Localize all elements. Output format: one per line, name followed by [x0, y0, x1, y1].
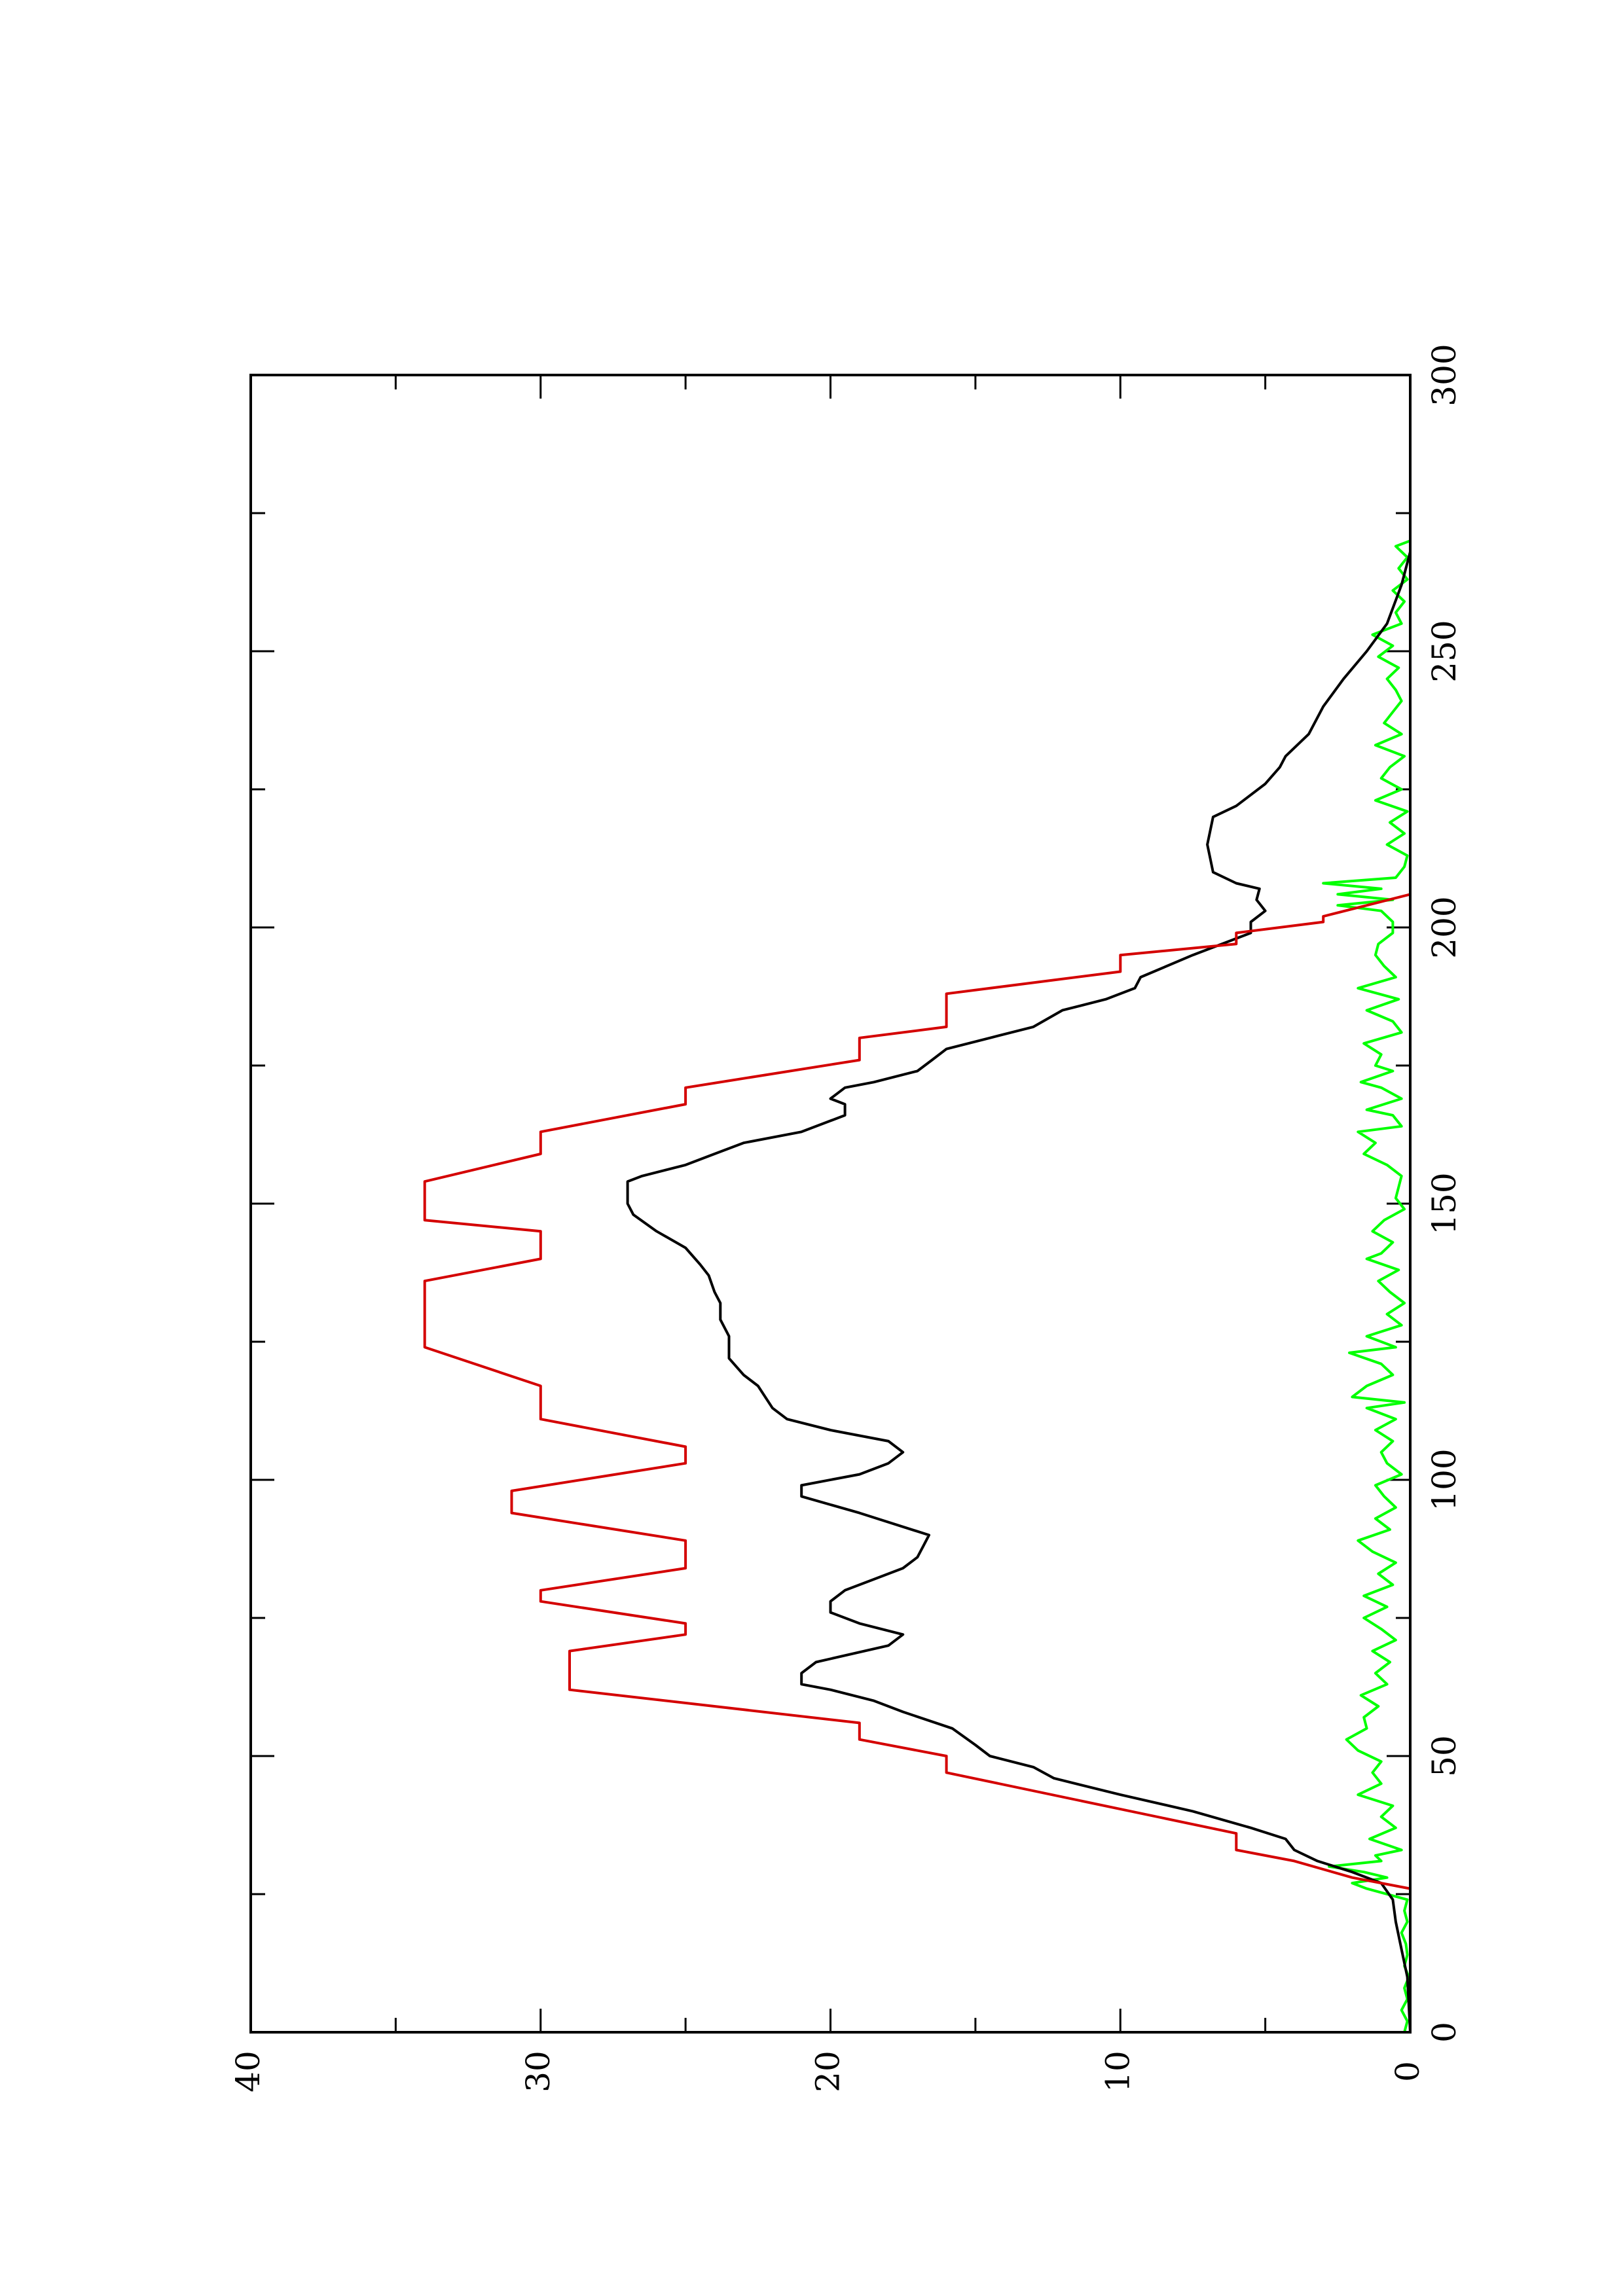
series-line-red: [423, 893, 1412, 1890]
x-tick-label: 0: [1425, 2022, 1463, 2043]
y-tick-label: 0: [1389, 2061, 1427, 2082]
series-layer: [423, 539, 1412, 2034]
x-tick-label: 150: [1425, 1172, 1463, 1234]
y-tick-label: 40: [229, 2051, 267, 2092]
labels-layer: 0 50 100 150 200 250 300 0 10 20 30 40: [229, 344, 1463, 2092]
x-tick-label: 100: [1425, 1448, 1463, 1511]
x-tick-label: 200: [1425, 896, 1463, 958]
x-tick-label: 300: [1425, 344, 1463, 406]
y-tick-label: 10: [1099, 2051, 1137, 2092]
plot-frame: [249, 374, 1412, 2034]
y-tick-label: 30: [519, 2051, 557, 2092]
series-line-green: [1322, 539, 1412, 2034]
x-tick-label: 50: [1425, 1735, 1463, 1777]
series-line-black: [626, 550, 1412, 2034]
y-tick-label: 20: [809, 2051, 847, 2092]
x-tick-label: 250: [1425, 620, 1463, 682]
